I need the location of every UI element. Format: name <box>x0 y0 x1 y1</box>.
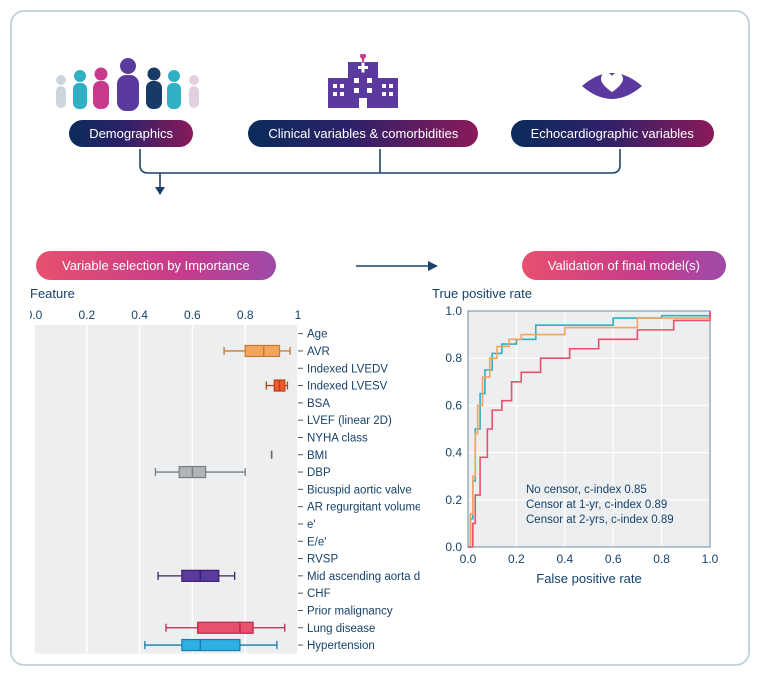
svg-text:AR regurgitant volume: AR regurgitant volume <box>307 502 420 514</box>
svg-text:DBP: DBP <box>307 467 331 479</box>
svg-text:Indexed LVEDV: Indexed LVEDV <box>307 363 388 375</box>
people-icon <box>46 54 216 112</box>
svg-text:BMI: BMI <box>307 450 327 462</box>
svg-text:0.2: 0.2 <box>445 493 462 507</box>
svg-text:E/e': E/e' <box>307 536 326 548</box>
svg-text:Prior malignancy: Prior malignancy <box>307 605 393 617</box>
svg-text:Age: Age <box>307 329 327 341</box>
svg-text:NYHA class: NYHA class <box>307 432 368 444</box>
svg-text:0.8: 0.8 <box>445 351 462 365</box>
svg-text:0.4: 0.4 <box>556 552 573 566</box>
process-row: Variable selection by Importance Validat… <box>30 251 730 280</box>
hospital-icon <box>318 54 408 112</box>
bracket-connector <box>30 147 730 199</box>
echo-icon <box>572 54 652 112</box>
arrow-right-icon <box>354 257 444 275</box>
pill-validation: Validation of final model(s) <box>522 251 726 280</box>
svg-text:0.4: 0.4 <box>445 446 462 460</box>
svg-text:Censor at 2-yrs, c-index 0.89: Censor at 2-yrs, c-index 0.89 <box>526 514 674 526</box>
svg-text:Bicuspid aortic valve: Bicuspid aortic valve <box>307 484 412 496</box>
svg-text:1: 1 <box>295 308 302 322</box>
svg-text:CHF: CHF <box>307 588 331 600</box>
svg-text:e': e' <box>307 519 316 531</box>
svg-text:0.0: 0.0 <box>460 552 477 566</box>
svg-text:No censor, c-index 0.85: No censor, c-index 0.85 <box>526 484 647 496</box>
svg-text:Value: Value <box>163 662 195 666</box>
svg-text:1.0: 1.0 <box>445 304 462 318</box>
charts-row: Feature 0.0 0.2 0.4 0.6 0.8 1 Age AVR Indexed LV… <box>30 286 730 666</box>
roc-title: True positive rate <box>432 286 730 301</box>
figure-card: Demographics <box>10 10 750 666</box>
svg-text:0.8: 0.8 <box>653 552 670 566</box>
svg-text:0.6: 0.6 <box>445 398 462 412</box>
pill-demographics: Demographics <box>69 120 193 147</box>
pill-echo: Echocardiographic variables <box>511 120 714 147</box>
source-clinical: Clinical variables & comorbidities <box>248 54 478 147</box>
svg-text:LVEF (linear 2D): LVEF (linear 2D) <box>307 415 392 427</box>
svg-text:0.6: 0.6 <box>605 552 622 566</box>
roc-chart: True positive rate 0.0 0.2 0.4 0.6 0.8 1.0 0.0… <box>432 286 730 666</box>
svg-text:Lung disease: Lung disease <box>307 623 375 635</box>
svg-text:0.0: 0.0 <box>30 308 43 322</box>
svg-text:0.8: 0.8 <box>237 308 254 322</box>
svg-text:0.2: 0.2 <box>508 552 525 566</box>
svg-text:0.4: 0.4 <box>131 308 148 322</box>
svg-text:0.6: 0.6 <box>184 308 201 322</box>
pill-selection: Variable selection by Importance <box>36 251 276 280</box>
feature-title: Feature <box>30 286 420 301</box>
svg-text:Mid ascending aorta diameter: Mid ascending aorta diameter <box>307 571 420 583</box>
svg-text:Indexed LVESV: Indexed LVESV <box>307 381 388 393</box>
source-demographics: Demographics <box>46 54 216 147</box>
feature-importance-chart: Feature 0.0 0.2 0.4 0.6 0.8 1 Age AVR Indexed LV… <box>30 286 420 666</box>
svg-text:1.0: 1.0 <box>702 552 719 566</box>
svg-text:0.2: 0.2 <box>78 308 95 322</box>
pill-clinical: Clinical variables & comorbidities <box>248 120 478 147</box>
svg-text:RVSP: RVSP <box>307 554 338 566</box>
svg-text:Censor at 1-yr, c-index 0.89: Censor at 1-yr, c-index 0.89 <box>526 499 667 511</box>
svg-text:0.0: 0.0 <box>445 540 462 554</box>
svg-text:Hypertension: Hypertension <box>307 640 375 652</box>
svg-text:BSA: BSA <box>307 398 330 410</box>
sources-row: Demographics <box>30 32 730 147</box>
svg-text:AVR: AVR <box>307 346 330 358</box>
source-echo: Echocardiographic variables <box>511 54 714 147</box>
svg-text:False positive rate: False positive rate <box>536 571 642 586</box>
